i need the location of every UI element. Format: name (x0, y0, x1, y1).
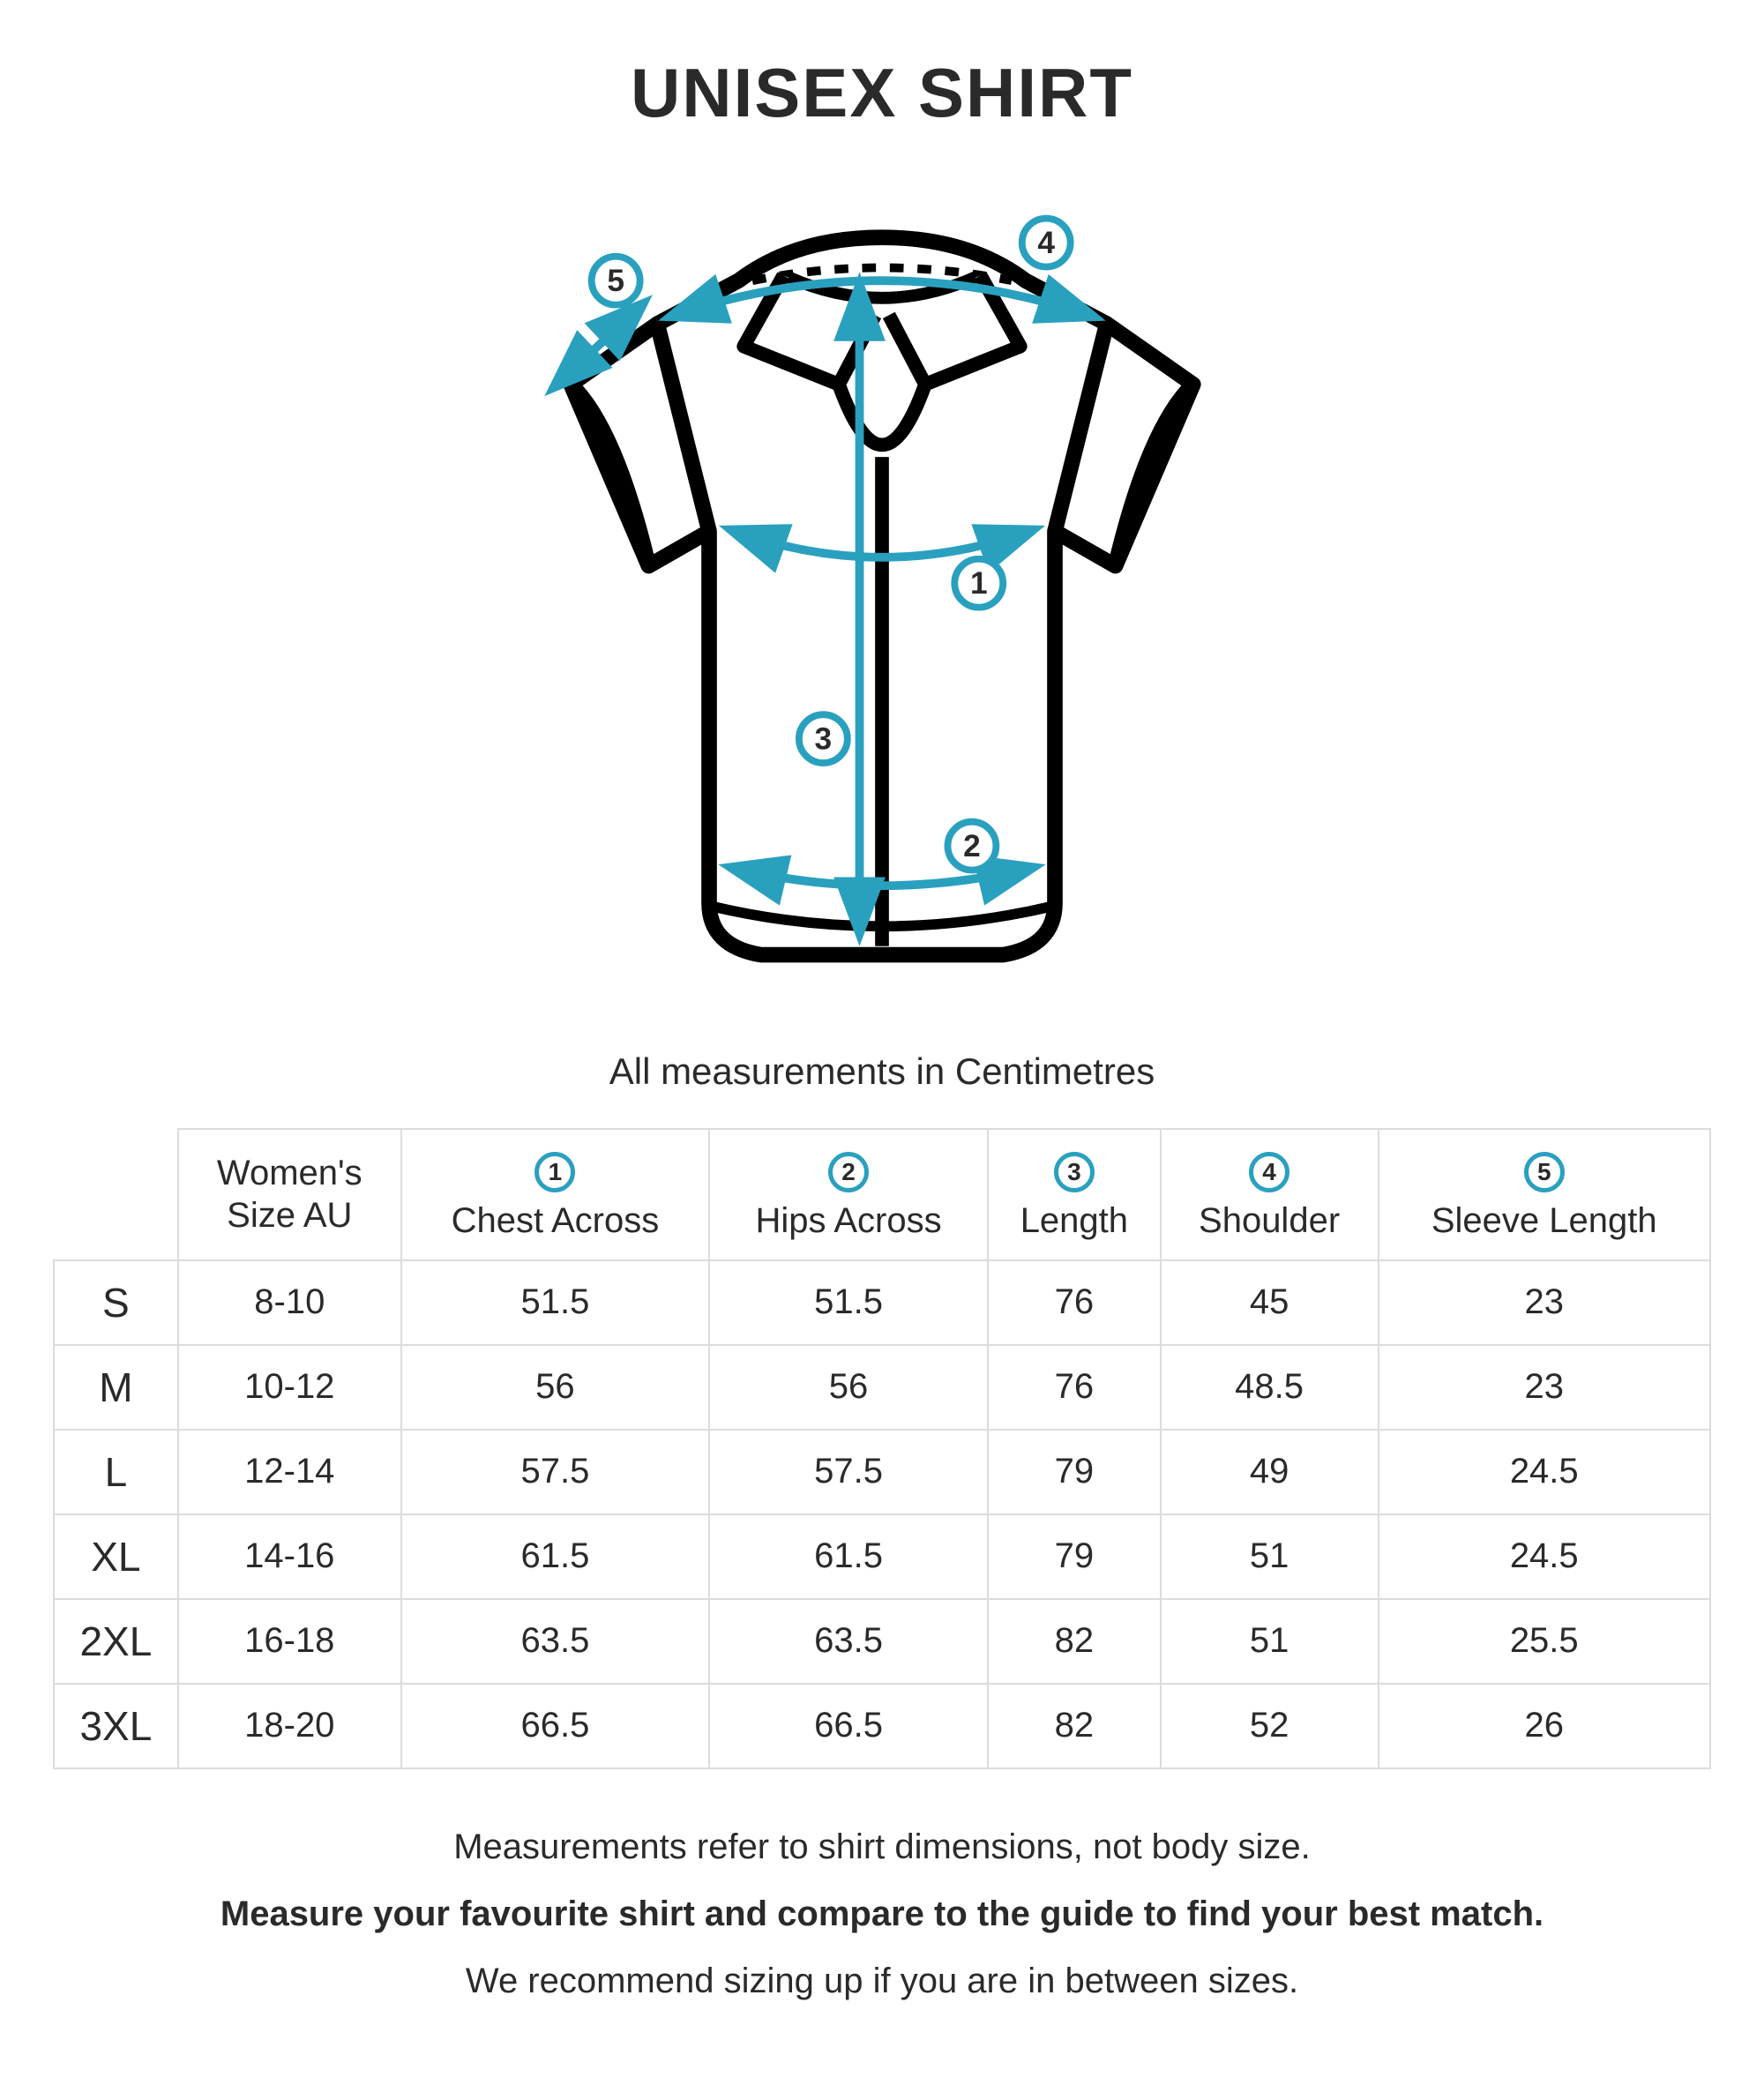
table-cell: 14-16 (178, 1514, 401, 1599)
table-cell: 82 (988, 1684, 1161, 1768)
table-corner (54, 1129, 178, 1260)
table-cell: 51.5 (401, 1260, 709, 1345)
table-cell: 10-12 (178, 1345, 401, 1430)
shirt-svg: 1 2 3 4 5 (450, 160, 1314, 1024)
table-cell: 51 (1161, 1514, 1379, 1599)
notes: Measurements refer to shirt dimensions, … (53, 1813, 1711, 2014)
subtitle: All measurements in Centimetres (53, 1050, 1711, 1093)
table-cell: 16-18 (178, 1599, 401, 1684)
size-label: 2XL (54, 1599, 178, 1684)
column-header-length: 3Length (988, 1129, 1161, 1260)
table-cell: 25.5 (1379, 1599, 1711, 1684)
size-label: L (54, 1430, 178, 1514)
table-cell: 76 (988, 1345, 1161, 1430)
marker-1: 1 (970, 566, 988, 601)
page-title: UNISEX SHIRT (53, 53, 1711, 133)
table-cell: 56 (709, 1345, 988, 1430)
table-row: L12-1457.557.5794924.5 (54, 1430, 1710, 1514)
shirt-diagram: 1 2 3 4 5 (53, 160, 1711, 1024)
header-badge-icon: 4 (1249, 1152, 1289, 1192)
table-cell: 24.5 (1379, 1430, 1711, 1514)
header-badge-icon: 3 (1054, 1152, 1095, 1192)
marker-2: 2 (963, 829, 981, 863)
table-cell: 66.5 (709, 1684, 988, 1768)
table-cell: 26 (1379, 1684, 1711, 1768)
marker-3: 3 (815, 721, 833, 756)
table-cell: 49 (1161, 1430, 1379, 1514)
header-badge-icon: 2 (828, 1152, 869, 1192)
table-row: M10-1256567648.523 (54, 1345, 1710, 1430)
table-cell: 23 (1379, 1345, 1711, 1430)
table-cell: 51 (1161, 1599, 1379, 1684)
size-chart-table: Women'sSize AU1Chest Across2Hips Across3… (53, 1128, 1711, 1769)
table-cell: 56 (401, 1345, 709, 1430)
table-cell: 48.5 (1161, 1345, 1379, 1430)
marker-4: 4 (1037, 226, 1055, 260)
header-badge-icon: 1 (534, 1152, 575, 1192)
note-line-1: Measurements refer to shirt dimensions, … (53, 1813, 1711, 1880)
note-line-2: Measure your favourite shirt and compare… (53, 1880, 1711, 1947)
table-cell: 18-20 (178, 1684, 401, 1768)
size-label: M (54, 1345, 178, 1430)
table-cell: 45 (1161, 1260, 1379, 1345)
note-line-3: We recommend sizing up if you are in bet… (53, 1947, 1711, 2014)
size-label: XL (54, 1514, 178, 1599)
column-header-womens: Women'sSize AU (178, 1129, 401, 1260)
column-header-chest: 1Chest Across (401, 1129, 709, 1260)
table-cell: 82 (988, 1599, 1161, 1684)
table-header-row: Women'sSize AU1Chest Across2Hips Across3… (54, 1129, 1710, 1260)
table-cell: 63.5 (401, 1599, 709, 1684)
table-row: 2XL16-1863.563.5825125.5 (54, 1599, 1710, 1684)
column-header-hips: 2Hips Across (709, 1129, 988, 1260)
table-cell: 57.5 (709, 1430, 988, 1514)
table-cell: 61.5 (401, 1514, 709, 1599)
table-cell: 66.5 (401, 1684, 709, 1768)
table-cell: 61.5 (709, 1514, 988, 1599)
table-cell: 12-14 (178, 1430, 401, 1514)
table-row: XL14-1661.561.5795124.5 (54, 1514, 1710, 1599)
table-cell: 52 (1161, 1684, 1379, 1768)
table-cell: 76 (988, 1260, 1161, 1345)
column-header-shoulder: 4Shoulder (1161, 1129, 1379, 1260)
marker-5: 5 (607, 264, 624, 298)
table-cell: 23 (1379, 1260, 1711, 1345)
header-badge-icon: 5 (1524, 1152, 1565, 1192)
table-cell: 51.5 (709, 1260, 988, 1345)
size-label: S (54, 1260, 178, 1345)
column-header-sleeve: 5Sleeve Length (1379, 1129, 1711, 1260)
table-body: S8-1051.551.5764523M10-1256567648.523L12… (54, 1260, 1710, 1768)
table-cell: 79 (988, 1430, 1161, 1514)
table-cell: 79 (988, 1514, 1161, 1599)
table-cell: 8-10 (178, 1260, 401, 1345)
table-cell: 63.5 (709, 1599, 988, 1684)
table-row: 3XL18-2066.566.5825226 (54, 1684, 1710, 1768)
table-cell: 57.5 (401, 1430, 709, 1514)
table-cell: 24.5 (1379, 1514, 1711, 1599)
size-label: 3XL (54, 1684, 178, 1768)
table-row: S8-1051.551.5764523 (54, 1260, 1710, 1345)
